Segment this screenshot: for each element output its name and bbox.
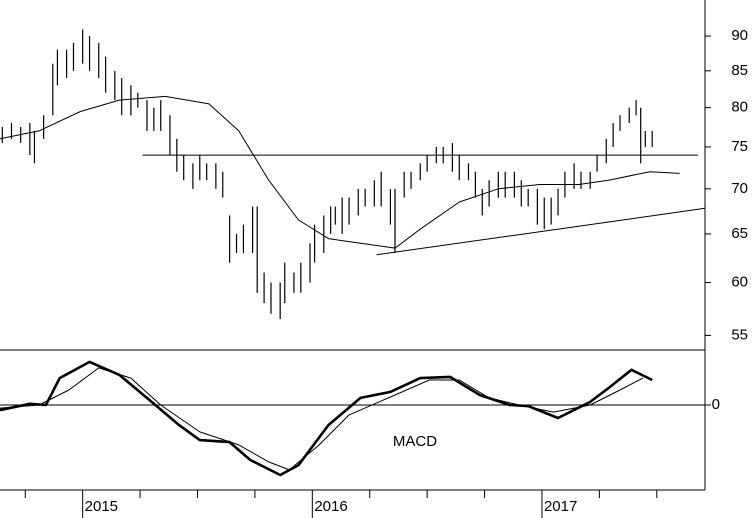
y-tick-label: 90: [731, 27, 748, 44]
x-tick-label: 2016: [314, 498, 347, 515]
y-tick-label: 55: [731, 326, 748, 343]
x-tick-label: 2015: [85, 498, 118, 515]
y-tick-label: 80: [731, 99, 748, 116]
macd-line: [0, 367, 644, 471]
y-tick-label: 0: [712, 396, 720, 413]
macd-label: MACD: [393, 433, 437, 450]
trendline: [376, 207, 706, 256]
y-tick-label: 65: [731, 225, 748, 242]
y-tick-label: 75: [731, 138, 748, 155]
macd-line: [0, 360, 653, 477]
x-tick-label: 2017: [544, 498, 577, 515]
y-tick-label: 70: [731, 180, 748, 197]
y-tick-label: 60: [731, 274, 748, 291]
moving-average: [0, 95, 680, 249]
y-tick-label: 85: [731, 62, 748, 79]
